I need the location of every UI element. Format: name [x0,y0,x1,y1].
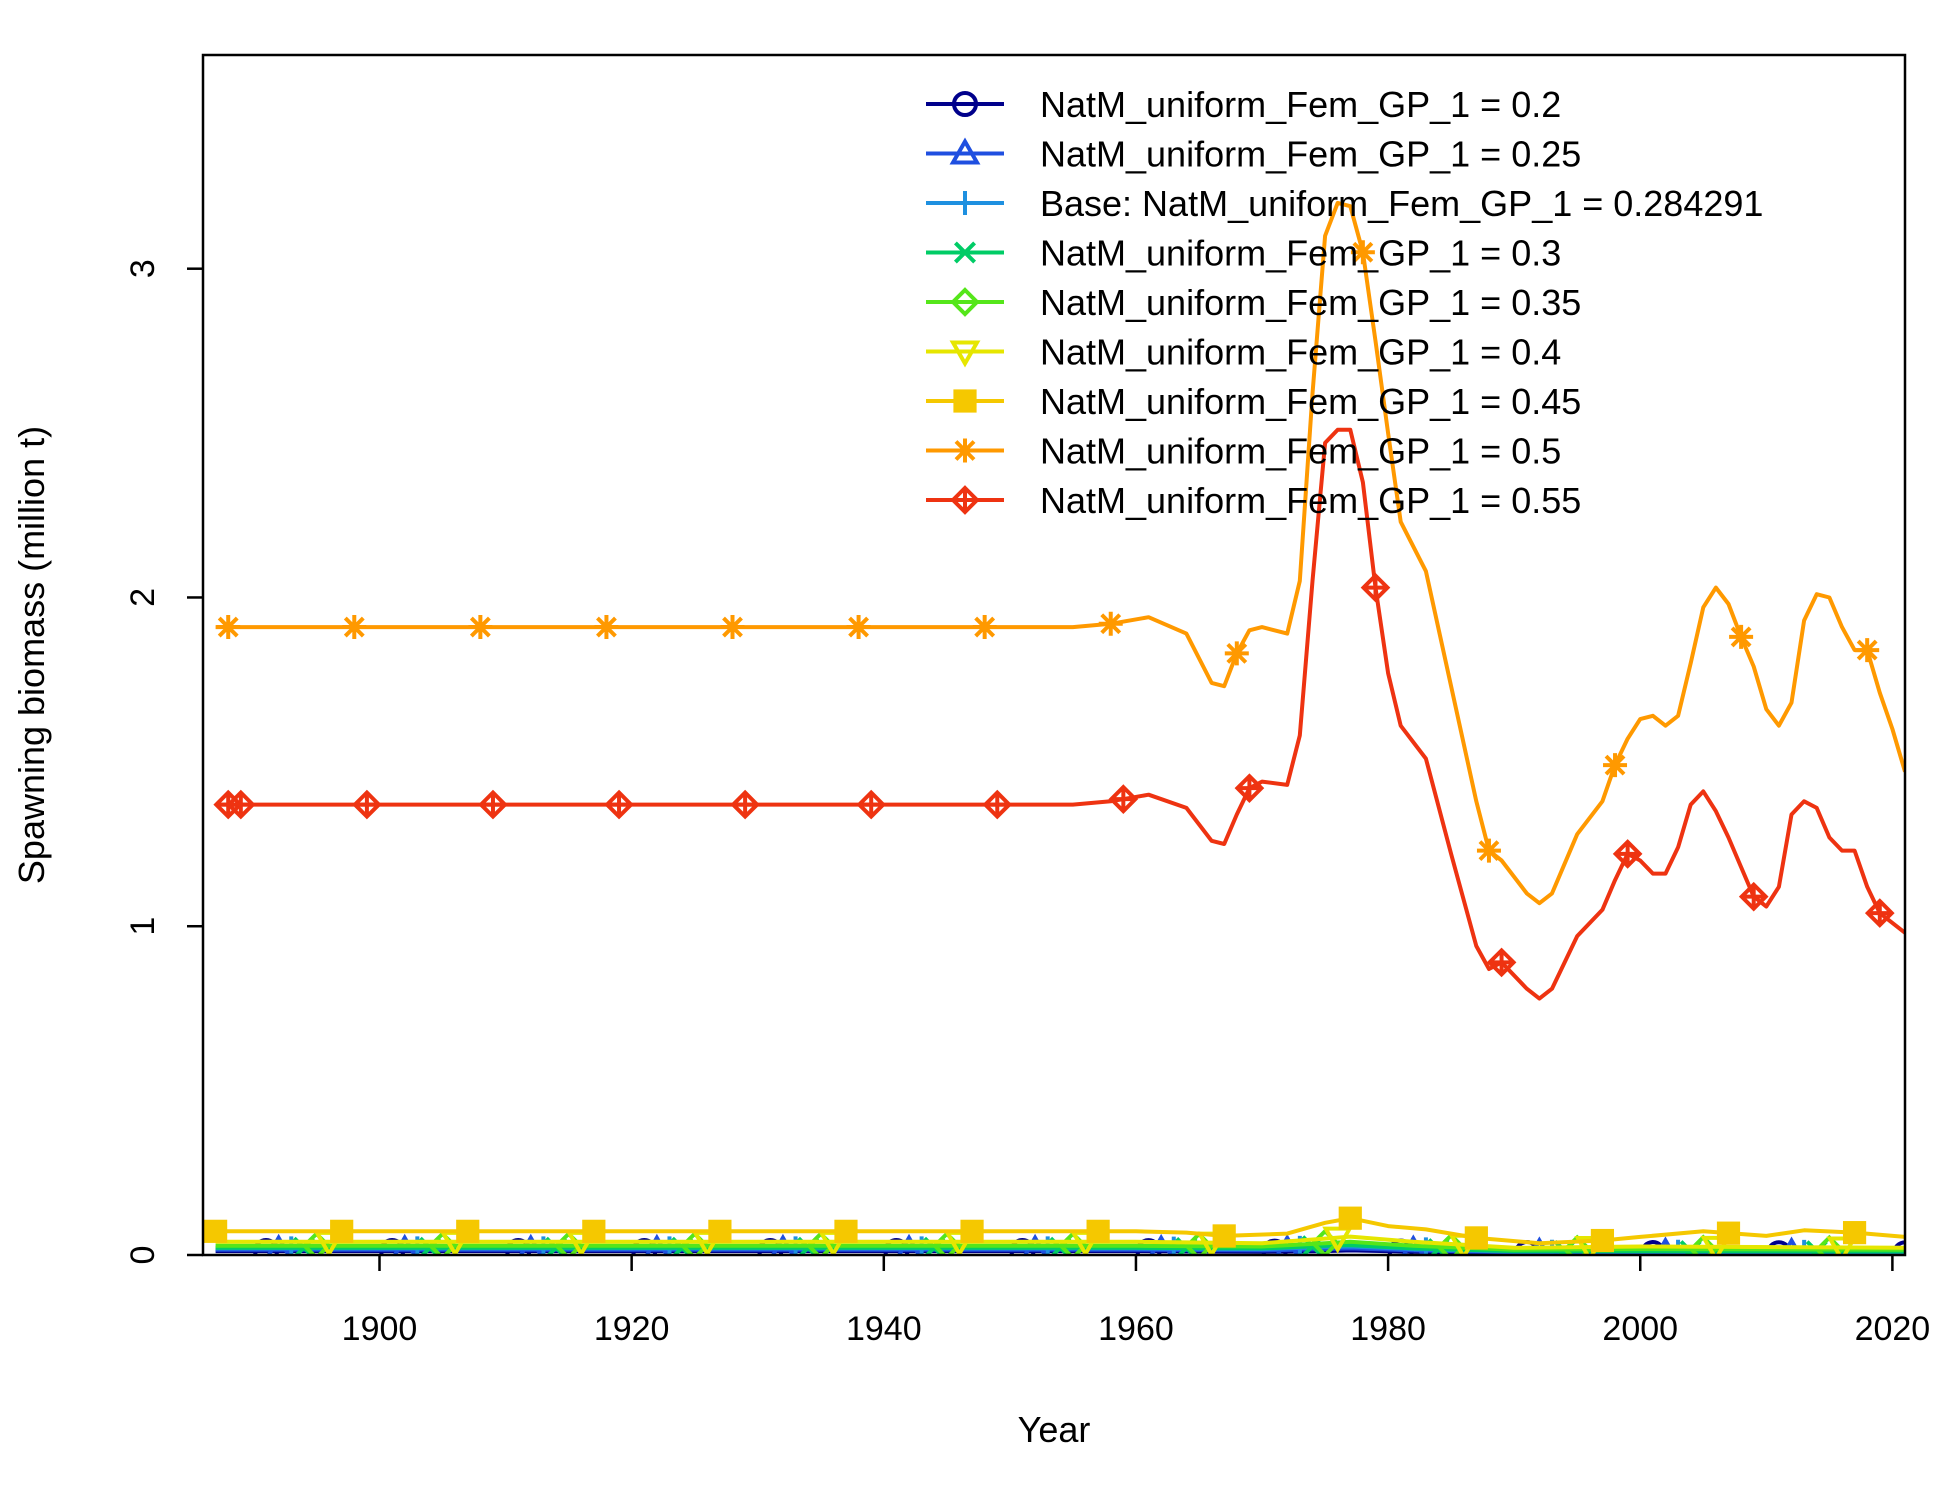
x-tick-label: 1920 [594,1310,670,1348]
data-point-marker [1360,572,1391,603]
series-8 [215,200,1905,906]
data-point-marker [856,789,887,820]
data-point-marker [1098,611,1123,636]
data-point-marker [594,615,619,640]
y-tick-label: 1 [124,917,162,936]
legend-marker [953,191,977,215]
data-point-marker [1864,898,1895,928]
series-line [215,200,1905,906]
series-layer [204,200,1905,1255]
legend-marker [952,91,978,117]
legend-marker [953,241,977,264]
data-point-marker [1212,1224,1236,1248]
data-point-marker [972,615,997,640]
legend-label: NatM_uniform_Fem_GP_1 = 0.45 [1040,381,1581,422]
y-tick-label: 3 [124,259,162,278]
legend-entry: NatM_uniform_Fem_GP_1 = 0.4 [926,332,1561,373]
y-axis-title: Spawning biomass (million t) [11,426,52,884]
data-point-marker [1108,784,1139,814]
legend-label: NatM_uniform_Fem_GP_1 = 0.35 [1040,282,1581,323]
data-point-marker [720,615,745,640]
x-tick-label: 1940 [846,1310,922,1348]
data-point-marker [1826,1236,1858,1255]
legend-entry: NatM_uniform_Fem_GP_1 = 0.35 [926,282,1581,323]
data-point-marker [708,1219,732,1243]
x-tick-label: 1980 [1350,1310,1426,1348]
data-point-marker [1350,240,1375,265]
x-tick-label: 1960 [1098,1310,1174,1348]
data-point-marker [1476,838,1501,863]
legend-marker [950,287,980,317]
data-point-marker [330,1219,354,1243]
data-point-marker [960,1219,984,1243]
legend-label: Base: NatM_uniform_Fem_GP_1 = 0.284291 [1040,183,1763,224]
data-point-marker [225,789,256,820]
legend-entry: NatM_uniform_Fem_GP_1 = 0.45 [926,381,1581,422]
data-point-marker [456,1219,480,1243]
legend-entry: NatM_uniform_Fem_GP_1 = 0.3 [926,233,1561,274]
data-point-marker [1086,1219,1110,1243]
legend-marker [953,438,977,463]
data-point-marker [982,789,1013,820]
legend-entry: NatM_uniform_Fem_GP_1 = 0.55 [926,480,1581,521]
series-7 [204,1206,1905,1253]
data-point-marker [1234,773,1265,803]
data-point-marker [342,615,367,640]
data-point-marker [1612,839,1643,869]
legend-entry: NatM_uniform_Fem_GP_1 = 0.5 [926,431,1561,472]
legend-marker [949,137,981,165]
legend-entry: Base: NatM_uniform_Fem_GP_1 = 0.284291 [926,183,1763,224]
data-point-marker [582,1219,606,1243]
data-point-marker [1590,1228,1615,1253]
data-point-marker [352,789,382,820]
data-point-marker [730,789,760,820]
data-point-marker [1738,881,1769,912]
data-point-marker [1603,753,1628,778]
data-point-marker [1729,624,1754,649]
series-9 [213,427,1905,1001]
data-point-marker [834,1219,858,1243]
y-tick-label: 2 [124,588,162,607]
data-point-marker [216,615,241,640]
legend-label: NatM_uniform_Fem_GP_1 = 0.5 [1040,431,1561,472]
legend-marker [953,389,977,413]
data-point-marker [468,615,493,640]
legend-label: NatM_uniform_Fem_GP_1 = 0.2 [1040,84,1561,125]
data-point-marker [604,789,634,820]
legend-entry: NatM_uniform_Fem_GP_1 = 0.2 [926,84,1561,125]
legend-label: NatM_uniform_Fem_GP_1 = 0.3 [1040,233,1561,274]
plot-frame [201,53,1907,1257]
data-point-marker [478,789,508,820]
data-point-marker [1700,1235,1732,1255]
legend: NatM_uniform_Fem_GP_1 = 0.2 NatM_uniform_… [926,84,1763,521]
data-point-marker [1322,1226,1354,1254]
y-tick-label: 0 [124,1246,162,1265]
data-point-marker [204,1219,228,1243]
legend-label: NatM_uniform_Fem_GP_1 = 0.25 [1040,134,1581,175]
x-tick-label: 2020 [1855,1310,1931,1348]
data-point-marker [1224,641,1249,666]
legend-label: NatM_uniform_Fem_GP_1 = 0.55 [1040,480,1581,521]
series-line [215,427,1905,1001]
data-point-marker [1716,1221,1741,1245]
data-point-marker [1464,1226,1488,1250]
x-tick-label: 1900 [342,1310,418,1348]
legend-label: NatM_uniform_Fem_GP_1 = 0.4 [1040,332,1561,373]
legend-entry: NatM_uniform_Fem_GP_1 = 0.25 [926,134,1581,175]
data-point-marker [1855,638,1880,663]
data-point-marker [1338,1206,1362,1230]
legend-marker [950,485,980,515]
data-point-marker [1842,1221,1867,1245]
data-point-marker [1486,947,1517,978]
data-point-marker [846,615,871,640]
x-axis-title: Year [1018,1409,1091,1450]
legend-marker [949,340,981,368]
y-axis: 0 1 2 3 [124,259,203,1264]
x-axis: 1900 1920 1940 1960 1980 2000 2020 [342,1255,1931,1348]
x-tick-label: 2000 [1602,1310,1678,1348]
